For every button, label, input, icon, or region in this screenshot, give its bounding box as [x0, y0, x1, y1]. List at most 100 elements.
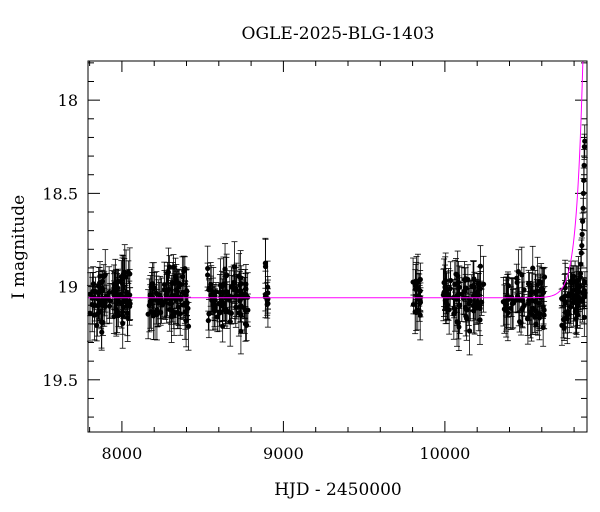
data-point [227, 319, 233, 325]
data-point [212, 302, 218, 308]
data-point [219, 303, 226, 309]
y-tick-label: 18.5 [42, 184, 78, 203]
chart-title: OGLE-2025-BLG-1403 [242, 24, 435, 44]
data-point [126, 298, 132, 304]
data-point [414, 293, 420, 299]
data-point [99, 329, 105, 335]
data-point [121, 271, 127, 277]
data-point [566, 291, 572, 297]
data-point [527, 310, 534, 316]
data-point [579, 298, 585, 305]
data-point [463, 313, 469, 319]
y-tick-label: 19.5 [42, 371, 78, 390]
data-point [150, 313, 157, 319]
data-point [107, 298, 113, 304]
data-point [471, 276, 477, 282]
data-point [514, 275, 520, 281]
data-point [410, 301, 417, 308]
data-point [532, 314, 538, 320]
major-ticks [88, 61, 587, 432]
data-point [224, 289, 230, 295]
data-point [573, 316, 579, 322]
data-point [540, 324, 546, 331]
y-axis-label: I magnitude [9, 195, 29, 299]
data-point [526, 300, 532, 307]
data-point [119, 309, 126, 315]
data-point [459, 291, 465, 297]
data-point [185, 323, 192, 329]
data-point [472, 290, 478, 296]
data-point [466, 328, 473, 334]
data-point [228, 284, 234, 290]
data-point [178, 281, 184, 288]
data-point [213, 289, 219, 295]
data-point [151, 286, 157, 292]
data-point [464, 307, 470, 313]
data-point [470, 302, 476, 309]
data-point [577, 283, 583, 290]
data-point [236, 310, 242, 316]
data-point [87, 310, 93, 316]
data-point [205, 265, 211, 272]
data-point [168, 300, 174, 307]
data-point [508, 305, 514, 311]
data-point [521, 302, 527, 308]
data-point [477, 317, 483, 323]
data-point [118, 301, 125, 307]
data-point [238, 280, 244, 287]
data-point [154, 307, 160, 313]
data-point [171, 313, 177, 319]
data-point [221, 307, 227, 313]
data-point [574, 308, 580, 315]
data-point [161, 281, 168, 288]
data-point [562, 309, 569, 315]
data-point [238, 275, 244, 281]
data-point [516, 319, 523, 325]
x-tick-label: 9000 [263, 444, 304, 463]
data-point [476, 304, 482, 310]
data-point [115, 312, 121, 319]
data-point [580, 205, 586, 211]
data-point [97, 273, 103, 279]
data-point [179, 273, 185, 280]
data-point [118, 291, 124, 297]
data-point [149, 281, 156, 287]
data-point [119, 281, 126, 287]
data-point [166, 264, 173, 270]
data-point [536, 278, 542, 285]
data-point [540, 289, 547, 296]
data-point [503, 301, 509, 307]
data-point [237, 304, 243, 310]
data-point [580, 190, 587, 196]
data-point [220, 323, 226, 329]
data-point [477, 263, 484, 269]
data-point [183, 292, 189, 298]
data-point [148, 309, 154, 315]
tick-labels: 8000 9000 10000 18 18.5 19 19.5 [42, 91, 470, 463]
data-point [579, 242, 585, 249]
data-point [480, 281, 487, 287]
data-point [562, 300, 568, 307]
data-point [541, 274, 548, 280]
data-point [147, 299, 153, 305]
data-point [582, 279, 588, 285]
data-point [90, 281, 96, 287]
data-point [111, 287, 117, 294]
data-point [561, 325, 567, 331]
data-points [87, 138, 588, 335]
data-point [541, 312, 547, 318]
data-point [440, 292, 446, 298]
data-point [102, 272, 108, 278]
minor-ticks [88, 61, 587, 432]
data-point [574, 304, 581, 310]
data-point [167, 306, 173, 313]
data-point [578, 250, 584, 256]
data-point [417, 312, 423, 318]
data-point [120, 313, 126, 319]
data-point [125, 315, 131, 321]
data-point [452, 281, 458, 287]
data-point [456, 284, 462, 290]
data-point [582, 138, 588, 144]
data-point [217, 289, 223, 295]
